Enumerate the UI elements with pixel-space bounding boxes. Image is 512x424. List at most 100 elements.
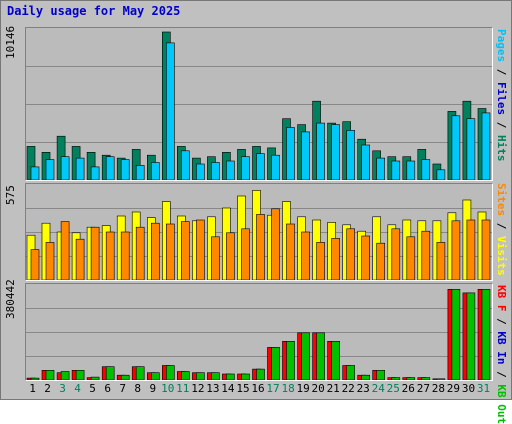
legend-entry: Pages <box>495 29 508 63</box>
kb-out-bar-day-1 <box>30 377 40 380</box>
x-tick-label-day-26: 26 <box>401 382 415 395</box>
kb-out-bar-day-30 <box>466 292 476 380</box>
x-tick-label-day-7: 7 <box>119 382 126 395</box>
sites-bar-day-7 <box>120 231 130 280</box>
x-tick-label-day-8: 8 <box>134 382 141 395</box>
legend-entry: / <box>495 62 508 82</box>
x-tick-label-day-12: 12 <box>191 382 205 395</box>
legend-entry: KB F <box>495 285 508 312</box>
files-bar-day-27 <box>421 159 431 180</box>
legend-visits: Sites / Visits <box>495 183 511 279</box>
files-bar-day-14 <box>226 160 235 180</box>
x-tick-label-day-4: 4 <box>74 382 81 395</box>
sites-bar-day-1 <box>30 249 40 280</box>
files-bar-day-6 <box>105 156 115 180</box>
files-bar-day-10 <box>166 42 175 180</box>
files-bar-day-1 <box>30 166 40 180</box>
kb-out-bar-day-20 <box>316 332 325 380</box>
legend-entry: / <box>495 216 508 236</box>
x-tick-label-day-31: 31 <box>476 382 491 395</box>
sites-bar-day-21 <box>331 238 340 280</box>
files-bar-day-5 <box>90 166 100 180</box>
files-bar-day-23 <box>361 144 371 180</box>
x-tick-label-day-13: 13 <box>206 382 220 395</box>
files-bar-day-3 <box>60 156 70 180</box>
y-max-text-hits: 10146 <box>4 25 17 59</box>
x-tick-label-day-20: 20 <box>311 382 325 395</box>
kb-out-bar-day-23 <box>361 374 371 380</box>
sites-bar-day-11 <box>181 221 190 280</box>
legend-entry: Hits <box>495 135 508 162</box>
kb-out-bar-day-16 <box>256 368 265 380</box>
files-bar-day-7 <box>120 159 130 180</box>
kb-out-bar-day-29 <box>451 289 461 380</box>
kb-out-bar-day-2 <box>45 370 55 380</box>
y-max-text-kb: 380442 <box>4 279 17 319</box>
sites-bar-day-17 <box>271 208 280 280</box>
kb-out-bar-day-28 <box>436 378 446 380</box>
sites-bar-day-20 <box>316 242 325 280</box>
files-bar-day-9 <box>151 162 160 180</box>
sites-bar-day-13 <box>211 236 220 280</box>
sites-bar-day-30 <box>466 219 476 280</box>
legend-entry: KB In <box>495 331 508 365</box>
legend-entry: / <box>495 311 508 332</box>
hits-plot <box>26 31 492 180</box>
legend-entry: Sites <box>495 183 508 217</box>
kb-out-bar-day-11 <box>181 371 190 380</box>
visits-panel <box>25 183 493 281</box>
chart-title: Daily usage for May 2025 <box>7 4 181 18</box>
kb-out-bar-day-19 <box>301 332 310 380</box>
x-tick-label-day-28: 28 <box>431 382 446 395</box>
kb-out-bar-day-18 <box>286 340 295 380</box>
y-max-text-visits: 575 <box>4 185 17 205</box>
sites-bar-day-22 <box>346 228 356 280</box>
sites-bar-day-15 <box>241 228 250 280</box>
legend-kb: KB F / KB In / KB Out <box>495 285 511 424</box>
legend-entry: / <box>495 364 508 385</box>
files-bar-day-24 <box>376 157 386 180</box>
hits-bar-day-1 <box>26 146 36 180</box>
sites-bar-day-8 <box>135 226 145 280</box>
kb-out-bar-day-12 <box>196 372 205 380</box>
kb-out-bar-day-10 <box>166 365 175 380</box>
files-bar-day-11 <box>181 150 190 180</box>
legend-entry: Visits <box>495 236 508 276</box>
x-tick-label-day-3: 3 <box>59 382 66 395</box>
files-bar-day-25 <box>391 160 401 180</box>
kb-out-bar-day-9 <box>151 372 160 380</box>
kb-out-bar-day-25 <box>391 377 401 380</box>
sites-bar-day-24 <box>376 242 386 280</box>
files-bar-day-29 <box>451 115 461 180</box>
x-tick-label-day-19: 19 <box>296 382 310 395</box>
x-tick-label-day-5: 5 <box>89 382 96 395</box>
sites-bar-day-9 <box>151 222 160 280</box>
kb-out-bar-day-21 <box>331 340 340 380</box>
sites-bar-day-4 <box>75 238 85 280</box>
kb-out-bar-day-4 <box>75 370 85 380</box>
sites-bar-day-16 <box>256 214 265 280</box>
kb-out-bar-day-15 <box>241 373 250 380</box>
x-tick-label-day-9: 9 <box>149 382 157 395</box>
files-bar-day-18 <box>286 127 295 180</box>
sites-bar-day-19 <box>301 231 310 280</box>
sites-bar-day-26 <box>406 236 416 280</box>
sites-bar-day-14 <box>226 232 235 280</box>
x-tick-label-day-15: 15 <box>236 382 250 395</box>
kb-out-bar-day-8 <box>135 366 145 380</box>
visits-plot <box>26 190 492 280</box>
kb-out-bar-day-26 <box>406 377 416 380</box>
sites-bar-day-12 <box>196 219 205 280</box>
x-tick-label-day-17: 17 <box>266 382 280 395</box>
hits-bar-day-8 <box>131 149 141 180</box>
x-tick-label-day-24: 24 <box>371 382 385 395</box>
files-bar-day-28 <box>436 169 446 180</box>
files-bar-day-31 <box>481 112 491 180</box>
files-bar-day-30 <box>466 118 476 180</box>
x-tick-label-day-27: 27 <box>416 382 431 395</box>
files-bar-day-12 <box>196 163 205 180</box>
x-tick-label-day-11: 11 <box>176 382 190 395</box>
legend-hits: Pages / Files / Hits <box>495 29 511 179</box>
sites-bar-day-25 <box>391 228 401 280</box>
sites-bar-day-3 <box>60 221 70 280</box>
